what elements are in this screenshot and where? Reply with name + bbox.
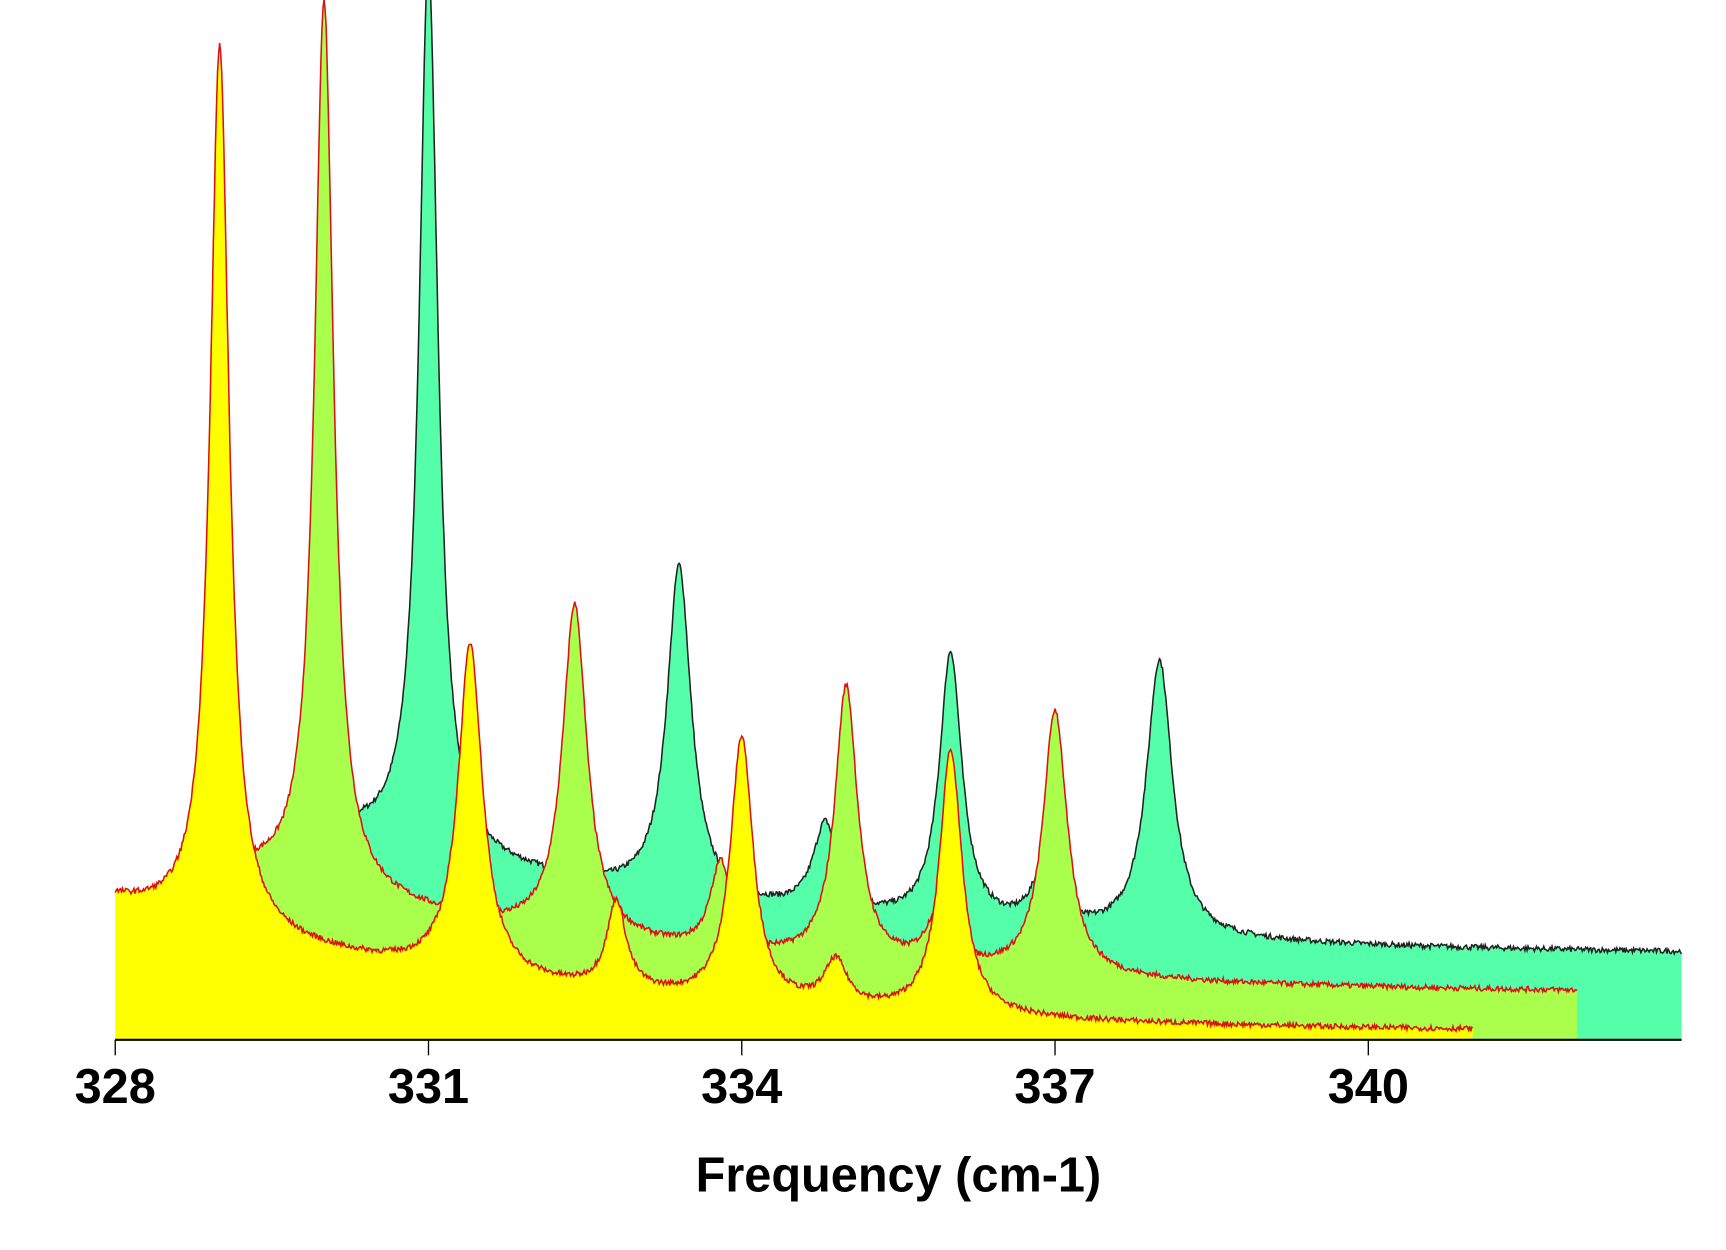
- x-tick-label: 337: [1014, 1060, 1095, 1114]
- x-tick-label: 334: [701, 1060, 782, 1114]
- x-axis-title: Frequency (cm-1): [696, 1148, 1102, 1202]
- x-tick-label: 340: [1328, 1060, 1409, 1114]
- series-area-back: [324, 0, 1682, 1040]
- x-tick-label: 331: [388, 1060, 469, 1114]
- series-layer: [114, 0, 1683, 1040]
- series-line-front: [114, 42, 1474, 1033]
- x-axis-ticks: 328 331 334 337 340: [75, 1039, 1409, 1114]
- series-area-middle: [219, 0, 1578, 1040]
- series-line-back: [323, 0, 1683, 956]
- series-area-front: [115, 43, 1473, 1040]
- x-tick-label: 328: [75, 1060, 156, 1114]
